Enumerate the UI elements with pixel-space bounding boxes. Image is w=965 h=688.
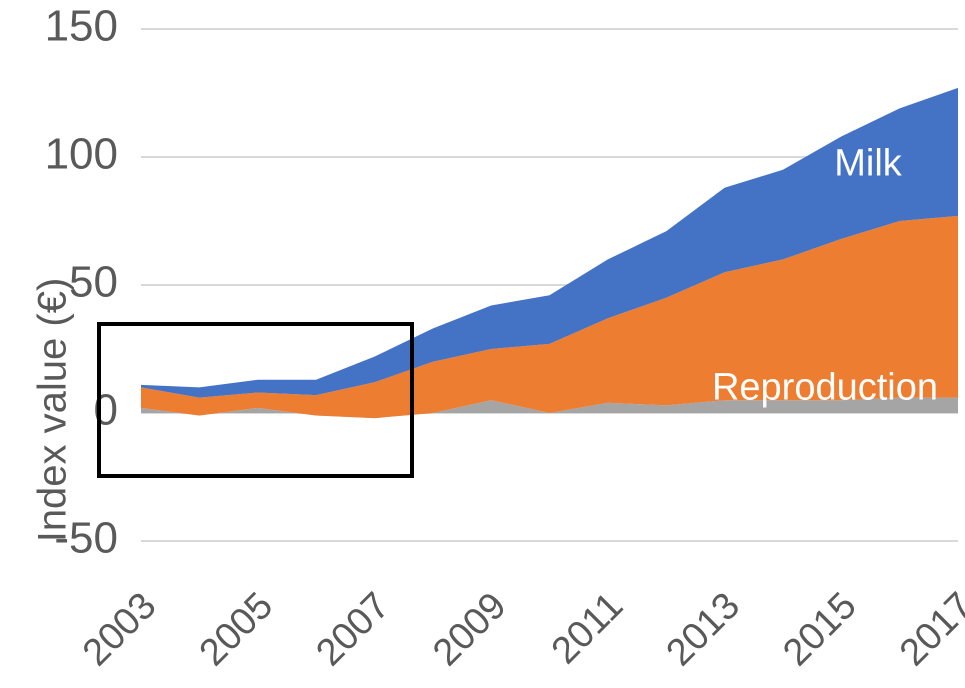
series-label: Reproduction <box>712 367 938 409</box>
x-tick-label: 2015 <box>775 585 864 674</box>
area <box>141 87 958 398</box>
x-tick-label: 2009 <box>425 585 514 674</box>
x-tick-label: 2011 <box>544 585 631 672</box>
area <box>141 215 958 419</box>
y-tick-label: 100 <box>45 130 118 179</box>
y-axis-label: Index value (€) <box>31 278 75 543</box>
y-tick-label: -50 <box>54 514 118 563</box>
areas <box>141 87 958 419</box>
x-tick-label: 2007 <box>308 585 397 674</box>
highlight-box <box>97 322 414 478</box>
x-tick-label: 2005 <box>192 585 281 674</box>
x-tick-label: 2003 <box>75 585 164 674</box>
x-tick-label: 2013 <box>659 585 748 674</box>
y-tick-label: 150 <box>45 2 118 51</box>
series-label: Milk <box>834 143 903 185</box>
y-tick-label: 50 <box>69 258 118 307</box>
x-tick-label: 2017 <box>892 585 965 674</box>
